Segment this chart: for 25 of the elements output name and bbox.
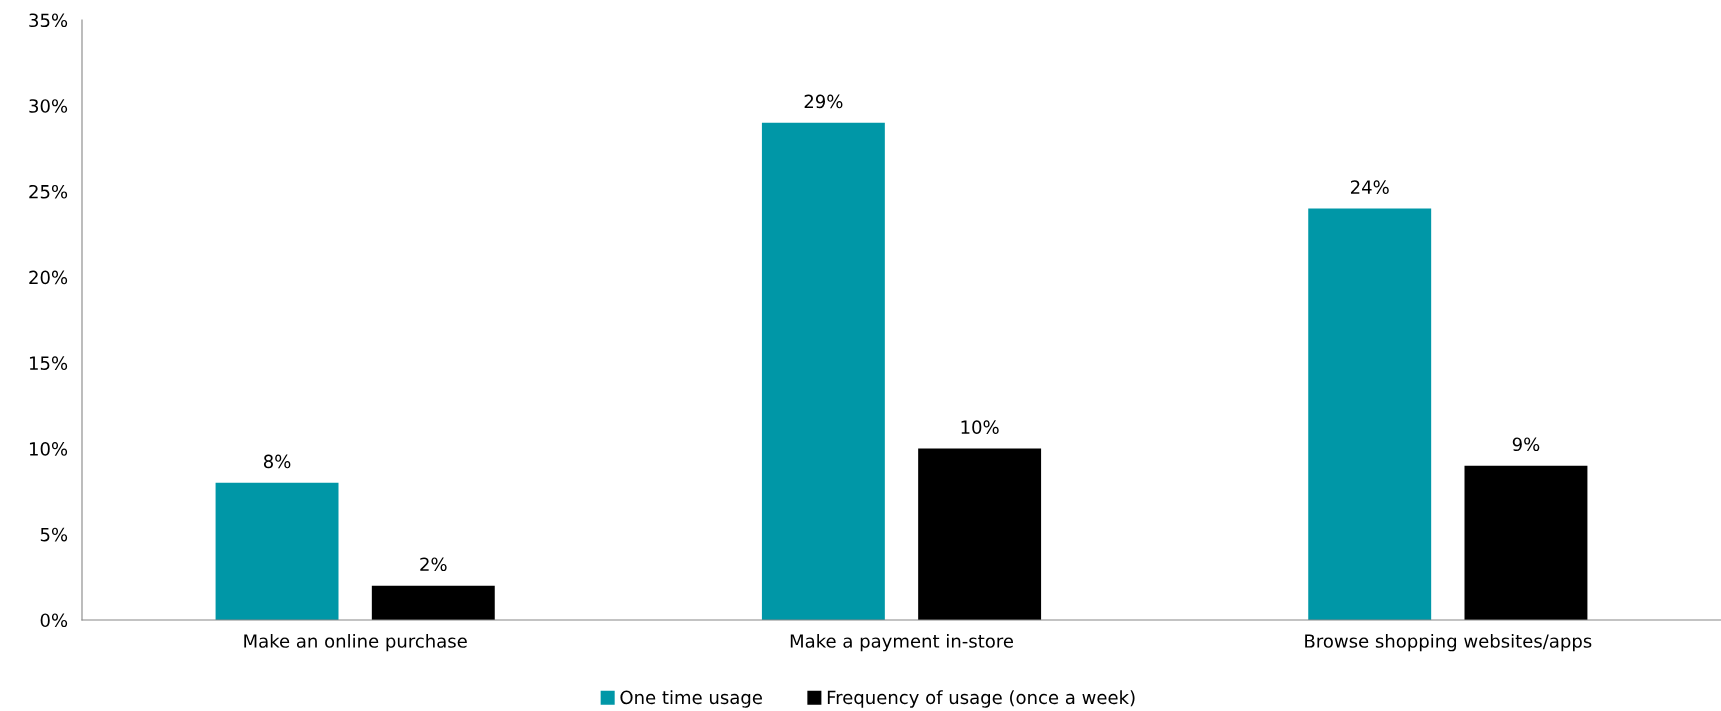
data-label: 2%: [420, 557, 447, 572]
y-tick-label: 0%: [40, 613, 68, 628]
x-tick-label: Browse shopping websites/apps: [1305, 633, 1592, 652]
legend-label: Frequency of usage (once a week): [827, 690, 1135, 708]
x-tick-label: Make an online purchase: [244, 633, 467, 652]
y-tick-label: 15%: [29, 356, 68, 370]
bar: [371, 585, 495, 620]
bar: [761, 122, 885, 620]
legend-label: One time usage: [620, 690, 762, 708]
bar: [1464, 465, 1588, 620]
bar: [1308, 208, 1432, 620]
y-tick-label: 30%: [29, 99, 68, 113]
y-tick-label: 10%: [29, 442, 68, 456]
data-label: 8%: [263, 454, 291, 469]
y-tick-label: 5%: [40, 527, 68, 542]
y-tick-label: 20%: [29, 270, 68, 285]
bar: [215, 482, 339, 620]
y-tick-label: 25%: [29, 184, 68, 199]
data-label: 24%: [1350, 180, 1389, 194]
data-label: 9%: [1512, 437, 1540, 452]
bar: [918, 448, 1042, 620]
x-tick-label: Make a payment in-store: [790, 633, 1013, 652]
data-label: 10%: [961, 420, 999, 434]
data-label: 29%: [804, 94, 843, 109]
y-tick-label: 35%: [29, 13, 68, 28]
